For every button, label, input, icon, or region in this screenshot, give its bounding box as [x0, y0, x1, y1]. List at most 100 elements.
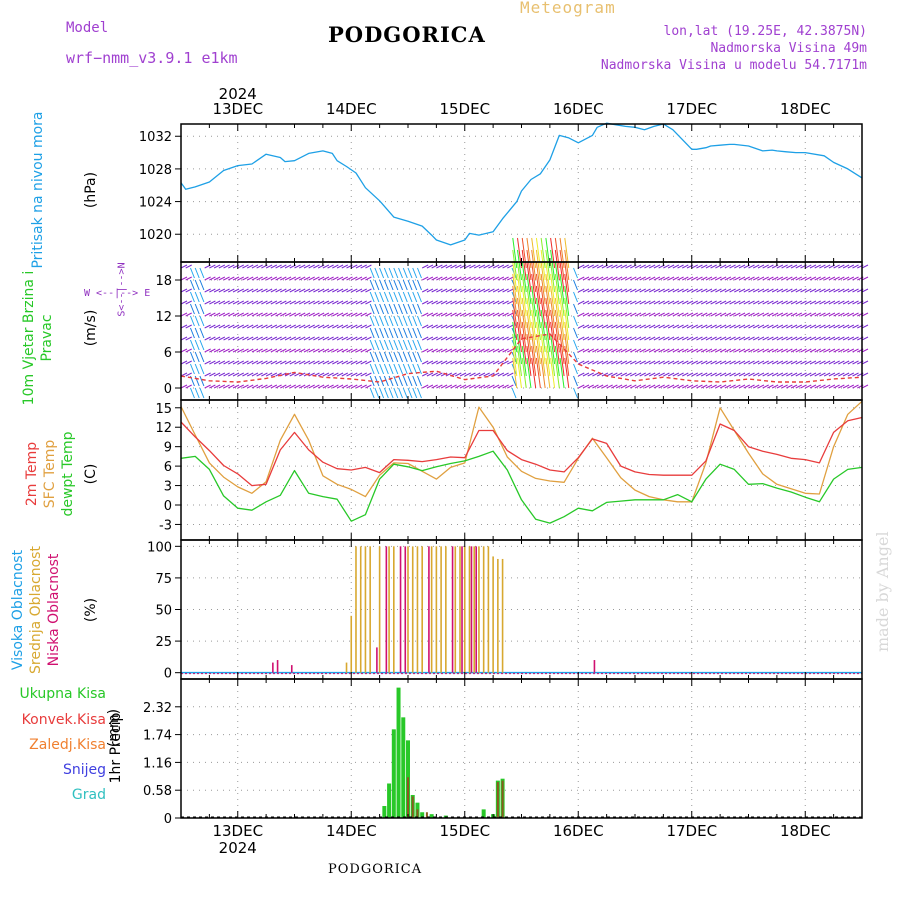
wind-barb — [648, 336, 656, 341]
wind-barb — [719, 372, 727, 377]
wind-barb — [521, 285, 527, 317]
wind-barb — [483, 384, 490, 389]
wind-barb — [223, 300, 230, 305]
wind-barb — [672, 360, 680, 365]
wind-barb — [299, 300, 306, 305]
wind-barb — [710, 264, 717, 269]
wind-barb — [757, 348, 765, 353]
wind-barb — [322, 288, 330, 293]
wind-barb — [620, 300, 628, 305]
wind-barb — [360, 288, 367, 293]
wind-barb — [667, 336, 675, 341]
wind-barb — [223, 324, 230, 329]
wind-barb — [317, 324, 325, 329]
wind-barb — [596, 372, 604, 377]
wind-barb — [838, 348, 845, 353]
wind-barb — [753, 276, 760, 281]
wind-barb — [710, 324, 717, 329]
wind-barb — [719, 384, 727, 389]
wind-barb — [194, 303, 200, 315]
wind-barb — [823, 348, 831, 353]
wind-barb — [554, 273, 560, 305]
wind-speed-line — [180, 333, 863, 383]
wind-barb — [407, 351, 413, 363]
wind-barb — [502, 348, 509, 353]
wind-barb — [710, 348, 717, 353]
wind-barb — [630, 360, 637, 365]
wind-barb — [748, 324, 755, 329]
wind-barb — [194, 363, 200, 375]
y-tick-label: 9 — [164, 441, 172, 456]
wind-barb — [705, 324, 713, 329]
wind-barb — [308, 312, 315, 317]
wind-barb — [393, 303, 399, 315]
wind-barb — [795, 324, 803, 329]
wind-barb — [809, 372, 817, 377]
wind-barb — [559, 309, 565, 341]
y-tick-label: 12 — [155, 310, 172, 325]
wind-barb — [531, 273, 537, 305]
wind-barb — [445, 384, 453, 389]
wind-barb — [847, 300, 855, 305]
wind-barb — [464, 264, 471, 269]
wind-barb — [587, 372, 594, 377]
wind-barb — [842, 324, 850, 329]
wind-barb — [436, 288, 443, 293]
wind-barb — [431, 372, 438, 377]
wind-barb — [767, 312, 774, 317]
wind-barb — [653, 264, 661, 269]
wind-barb — [299, 276, 306, 281]
wind-barb — [738, 384, 746, 389]
wind-barb — [464, 336, 471, 341]
wind-barb — [531, 297, 537, 329]
wind-barb — [663, 348, 670, 353]
wind-barb — [771, 384, 779, 389]
wind-barb — [521, 273, 527, 305]
wind-barb — [819, 384, 826, 389]
wind-barb — [407, 291, 413, 303]
wind-barb — [540, 237, 546, 269]
wind-barb — [398, 375, 404, 387]
wind-barb — [351, 324, 358, 329]
wind-barb — [809, 360, 817, 365]
wind-barb — [308, 384, 315, 389]
wind-barb — [719, 276, 727, 281]
wind-barb — [483, 312, 490, 317]
wind-barb — [554, 261, 560, 293]
wind-barb — [630, 336, 637, 341]
wind-barb — [828, 312, 836, 317]
wind-barb — [209, 384, 216, 389]
wind-barb — [700, 348, 708, 353]
wind-barb — [639, 276, 646, 281]
wind-barb — [313, 312, 320, 317]
wind-barb — [686, 312, 694, 317]
wind-barb — [729, 384, 736, 389]
wind-barb — [369, 339, 375, 351]
wind-barb — [265, 372, 273, 377]
wind-barb — [246, 372, 254, 377]
wind-barb — [578, 324, 585, 329]
x-date-label-bottom: 18DEC — [780, 822, 831, 840]
wind-barb — [261, 300, 268, 305]
wind-barb — [341, 372, 349, 377]
wind-barb — [691, 288, 698, 293]
wind-barb — [365, 324, 372, 329]
wind-barb — [582, 288, 590, 293]
wind-barb — [596, 288, 604, 293]
wind-barb — [592, 300, 599, 305]
wind-barb — [587, 312, 594, 317]
wind-barb — [814, 300, 821, 305]
wind-barb — [587, 360, 594, 365]
wind-barb — [502, 288, 509, 293]
wind-barb — [644, 288, 651, 293]
wind-barb — [360, 264, 367, 269]
wind-barb — [261, 312, 268, 317]
wind-barb — [734, 288, 741, 293]
wind-barb — [232, 348, 240, 353]
wind-barb — [407, 339, 413, 351]
wind-barb — [615, 336, 623, 341]
wind-barb — [790, 264, 798, 269]
wind-barb — [700, 336, 708, 341]
wind-barb — [445, 276, 453, 281]
wind-barb — [677, 348, 684, 353]
